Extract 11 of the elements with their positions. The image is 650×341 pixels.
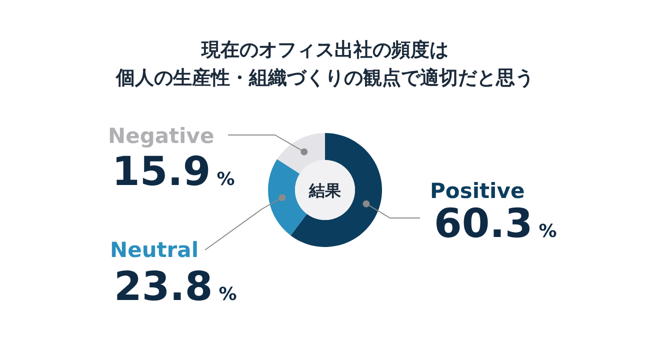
text: 結果 <box>308 181 342 200</box>
data-label: 23.8% <box>114 264 237 310</box>
donut-slice <box>290 133 382 247</box>
donut-slice <box>268 159 307 236</box>
slice-label: Neutral <box>110 238 199 262</box>
donut-slice <box>277 133 325 174</box>
slice-label: Negative <box>108 124 214 148</box>
slice-label: Positive <box>430 179 525 203</box>
data-label: 60.3% <box>434 201 557 247</box>
chart-title: 現在のオフィス出社の頻度は個人の生産性・組織づくりの観点で適切だと思う <box>115 39 534 89</box>
data-label: 15.9% <box>112 149 235 195</box>
